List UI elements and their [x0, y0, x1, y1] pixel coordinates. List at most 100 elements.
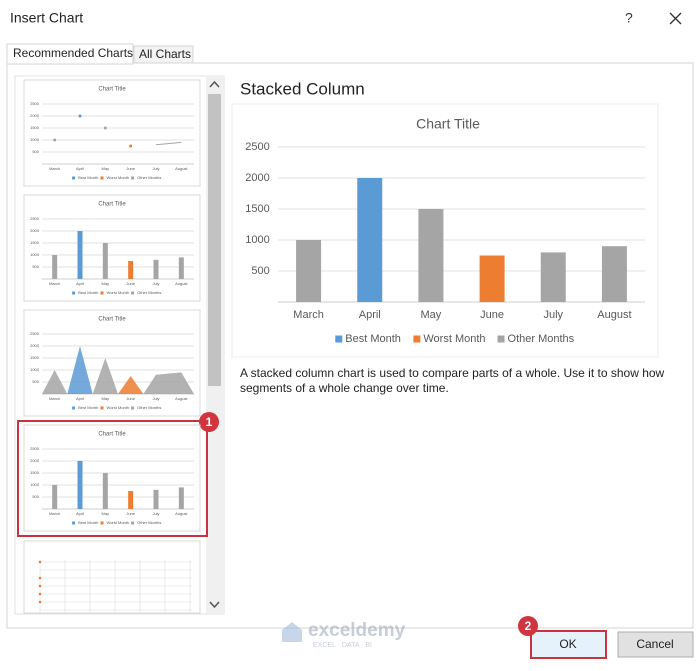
point — [78, 114, 82, 118]
legend-swatch — [131, 406, 135, 410]
y-tick-label: 500 — [32, 379, 39, 384]
x-tick-label: March — [49, 166, 60, 171]
legend-label: Worst Month — [107, 520, 130, 525]
close-button[interactable] — [669, 12, 682, 25]
y-tick-label: 2000 — [30, 113, 40, 118]
x-tick-label: July — [152, 511, 159, 516]
x-tick-label: June — [126, 511, 135, 516]
legend-swatch — [100, 521, 104, 525]
legend-label: Other Months — [508, 333, 575, 345]
scroll-up[interactable] — [209, 80, 220, 88]
bar — [128, 491, 134, 509]
thumbnail-title: Chart Title — [98, 432, 126, 438]
chart-thumbnail[interactable] — [23, 309, 201, 417]
x-tick-label: April — [76, 396, 84, 401]
x-tick-label: June — [126, 281, 135, 286]
bar — [77, 461, 83, 509]
x-tick-label: June — [126, 396, 135, 401]
legend-swatch — [72, 406, 76, 410]
area — [92, 358, 118, 394]
thumbnail-title: Chart Title — [98, 87, 126, 93]
callout-badge — [199, 412, 219, 432]
ok-button[interactable] — [530, 630, 607, 659]
y-tick-label: 2000 — [30, 458, 40, 463]
callout-label: 1 — [206, 415, 213, 429]
thumbnail-dot — [38, 584, 42, 588]
thumbnail-dot — [38, 600, 42, 604]
x-tick-label: March — [49, 396, 60, 401]
y-tick-label: 1500 — [30, 355, 40, 360]
area — [67, 346, 93, 394]
bar — [296, 240, 322, 302]
point — [129, 144, 133, 148]
x-tick-label: March — [49, 281, 60, 286]
chart-thumbnail[interactable] — [23, 540, 201, 614]
tab[interactable] — [133, 45, 194, 64]
y-tick-label: 1000 — [30, 137, 40, 142]
selection-highlight — [17, 420, 208, 537]
thumbnail-title: Chart Title — [98, 317, 126, 323]
legend-swatch — [131, 521, 135, 525]
legend-swatch — [100, 291, 104, 295]
dialog-title: Insert Chart — [10, 10, 83, 26]
area — [143, 372, 194, 394]
x-tick-label: June — [480, 309, 504, 321]
x-tick-label: March — [49, 511, 60, 516]
y-tick-label: 2500 — [30, 446, 40, 451]
scroll-down[interactable] — [209, 601, 220, 609]
bar — [479, 255, 505, 302]
callout-badge — [518, 616, 538, 636]
legend-label: Best Month — [78, 175, 98, 180]
bar — [153, 259, 159, 279]
point — [103, 126, 107, 130]
x-tick-label: July — [152, 396, 159, 401]
legend-swatch — [100, 176, 104, 180]
cancel-button[interactable] — [617, 631, 694, 658]
x-tick-label: May — [102, 166, 110, 171]
bar — [418, 209, 444, 302]
help-button[interactable]: ? — [625, 10, 633, 26]
bar — [52, 485, 58, 509]
x-tick-label: July — [152, 281, 159, 286]
chart-title: Chart Title — [416, 116, 480, 132]
x-tick-label: April — [76, 281, 84, 286]
area — [118, 376, 144, 394]
callout-label: 2 — [525, 619, 532, 633]
chart-thumbnail[interactable] — [23, 194, 201, 302]
watermark: exceldemy EXCEL · DATA · BI — [282, 620, 406, 649]
x-tick-label: August — [175, 511, 188, 516]
y-tick-label: 2000 — [30, 228, 40, 233]
scrollbar-thumb[interactable] — [208, 94, 221, 386]
legend-swatch — [497, 335, 505, 343]
x-tick-label: June — [126, 166, 135, 171]
button-label: OK — [559, 637, 576, 651]
watermark-tagline: EXCEL · DATA · BI — [313, 642, 372, 649]
thumbnail-dot — [38, 560, 42, 564]
tab-active[interactable] — [6, 43, 134, 65]
bar — [102, 473, 108, 509]
bar — [52, 255, 58, 279]
y-tick-label: 2000 — [245, 172, 269, 184]
chart-thumbnail[interactable] — [23, 79, 201, 187]
x-tick-label: July — [543, 309, 563, 321]
area — [42, 370, 68, 394]
y-tick-label: 2500 — [30, 216, 40, 221]
x-tick-label: August — [175, 396, 188, 401]
y-tick-label: 1000 — [30, 367, 40, 372]
bar — [178, 257, 184, 279]
y-tick-label: 1000 — [30, 482, 40, 487]
tab-label: All Charts — [139, 47, 191, 61]
y-tick-label: 2500 — [30, 331, 40, 336]
bar — [153, 489, 159, 509]
legend-swatch — [72, 291, 76, 295]
chart-thumbnail[interactable] — [23, 424, 201, 532]
bar — [178, 487, 184, 509]
x-tick-label: August — [175, 166, 188, 171]
legend-label: Worst Month — [107, 290, 130, 295]
x-tick-label: March — [293, 309, 324, 321]
y-tick-label: 1500 — [30, 125, 40, 130]
y-tick-label: 500 — [32, 264, 39, 269]
y-tick-label: 1500 — [30, 240, 40, 245]
bar — [102, 243, 108, 279]
